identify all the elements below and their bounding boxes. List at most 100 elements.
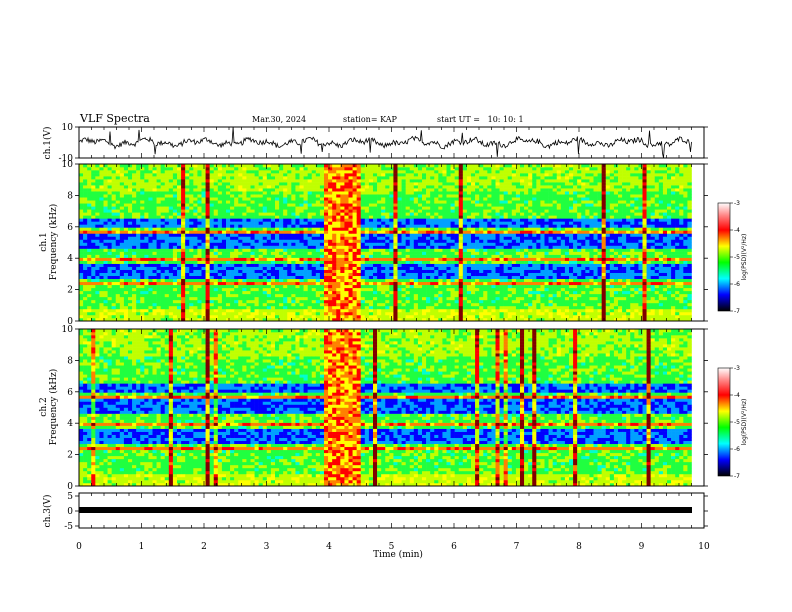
spectrogram-cell	[438, 197, 442, 200]
spectrogram-cell	[161, 218, 165, 221]
spectrogram-cell	[467, 243, 471, 246]
spectrogram-cell	[144, 312, 148, 315]
spectrogram-cell	[451, 297, 455, 300]
spectrogram-cell	[328, 221, 332, 224]
spectrogram-cell	[169, 221, 173, 224]
spectrogram-cell	[238, 252, 242, 255]
spectrogram-cell	[414, 179, 418, 182]
spectrogram-cell	[291, 306, 295, 309]
spectrogram-cell	[214, 270, 218, 273]
spectrogram-cell	[291, 176, 295, 179]
spectrogram-cell	[222, 215, 226, 218]
spectrogram-cell	[104, 276, 108, 279]
spectrogram-cell	[430, 273, 434, 276]
spectrogram-cell	[165, 239, 169, 242]
spectrogram-cell	[312, 212, 316, 215]
spectrogram-cell	[226, 285, 230, 288]
spectrogram-cell	[157, 185, 161, 188]
spectrogram-cell	[434, 218, 438, 221]
spectrogram-cell	[263, 258, 267, 261]
spectrogram-cell	[344, 273, 348, 276]
spectrogram-cell	[377, 179, 381, 182]
spectrogram-cell	[242, 309, 246, 312]
spectrogram-cell	[251, 191, 255, 194]
spectrogram-cell	[259, 315, 263, 318]
spectrogram-cell	[136, 282, 140, 285]
spectrogram-cell	[312, 218, 316, 221]
spectrogram-cell	[193, 221, 197, 224]
spectrogram-cell	[214, 221, 218, 224]
spectrogram-cell	[246, 246, 250, 249]
spectrogram-cell	[304, 230, 308, 233]
spectrogram-cell	[128, 185, 132, 188]
spectrogram-cell	[238, 239, 242, 242]
spectrogram-cell	[99, 182, 103, 185]
spectrogram-cell	[206, 291, 210, 294]
spectrogram-cell	[344, 170, 348, 173]
spectrogram-cell	[442, 206, 446, 209]
spectrogram-cell	[116, 282, 120, 285]
spectrogram-cell	[349, 194, 353, 197]
spectrogram-cell	[246, 236, 250, 239]
spectrogram-cell	[128, 236, 132, 239]
spectrogram-cell	[95, 203, 99, 206]
spectrogram-cell	[246, 243, 250, 246]
spectrogram-cell	[230, 276, 234, 279]
spectrogram-cell	[283, 285, 287, 288]
spectrogram-cell	[210, 252, 214, 255]
spectrogram-cell	[222, 243, 226, 246]
spectrogram-cell	[467, 279, 471, 282]
spectrogram-cell	[218, 276, 222, 279]
spectrogram-cell	[87, 182, 91, 185]
spectrogram-cell	[173, 285, 177, 288]
spectrogram-cell	[426, 255, 430, 258]
spectrogram-cell	[173, 230, 177, 233]
spectrogram-cell	[377, 315, 381, 318]
spectrogram-cell	[148, 170, 152, 173]
spectrogram-cell	[124, 246, 128, 249]
spectrogram-cell	[451, 230, 455, 233]
spectrogram-cell	[189, 306, 193, 309]
spectrogram-cell	[255, 312, 259, 315]
spectrogram-cell	[189, 291, 193, 294]
spectrogram-cell	[369, 255, 373, 258]
spectrogram-cell	[442, 221, 446, 224]
spectrogram-cell	[234, 282, 238, 285]
spectrogram-cell	[120, 255, 124, 258]
spectrogram-cell	[308, 249, 312, 252]
spectrogram-cell	[259, 188, 263, 191]
spectrogram-cell	[291, 267, 295, 270]
spectrogram-cell	[95, 312, 99, 315]
spectrogram-cell	[402, 206, 406, 209]
spectrogram-cell	[398, 285, 402, 288]
spectrogram-cell	[148, 252, 152, 255]
spectrogram-cell	[226, 167, 230, 170]
spectrogram-cell	[324, 312, 328, 315]
spectrogram-cell	[165, 194, 169, 197]
spectrogram-cell	[87, 261, 91, 264]
spectrogram-cell	[434, 209, 438, 212]
spectrogram-cell	[291, 215, 295, 218]
spectrogram-cell	[361, 206, 365, 209]
spectrogram-cell	[206, 249, 210, 252]
spectrogram-cell	[242, 224, 246, 227]
spectrogram-cell	[99, 291, 103, 294]
spectrogram-cell	[418, 188, 422, 191]
spectrogram-cell	[357, 224, 361, 227]
spectrogram-cell	[144, 258, 148, 261]
spectrogram-cell	[459, 255, 463, 258]
spectrogram-cell	[377, 306, 381, 309]
spectrogram-cell	[104, 246, 108, 249]
spectrogram-cell	[279, 239, 283, 242]
spectrogram-cell	[332, 170, 336, 173]
spectrogram-cell	[124, 282, 128, 285]
spectrogram-cell	[312, 294, 316, 297]
spectrogram-cell	[185, 267, 189, 270]
spectrogram-cell	[340, 209, 344, 212]
spectrogram-cell	[402, 191, 406, 194]
spectrogram-cell	[234, 264, 238, 267]
spectrogram-cell	[153, 176, 157, 179]
spectrogram-cell	[206, 221, 210, 224]
spectrogram-cell	[161, 203, 165, 206]
spectrogram-cell	[234, 182, 238, 185]
